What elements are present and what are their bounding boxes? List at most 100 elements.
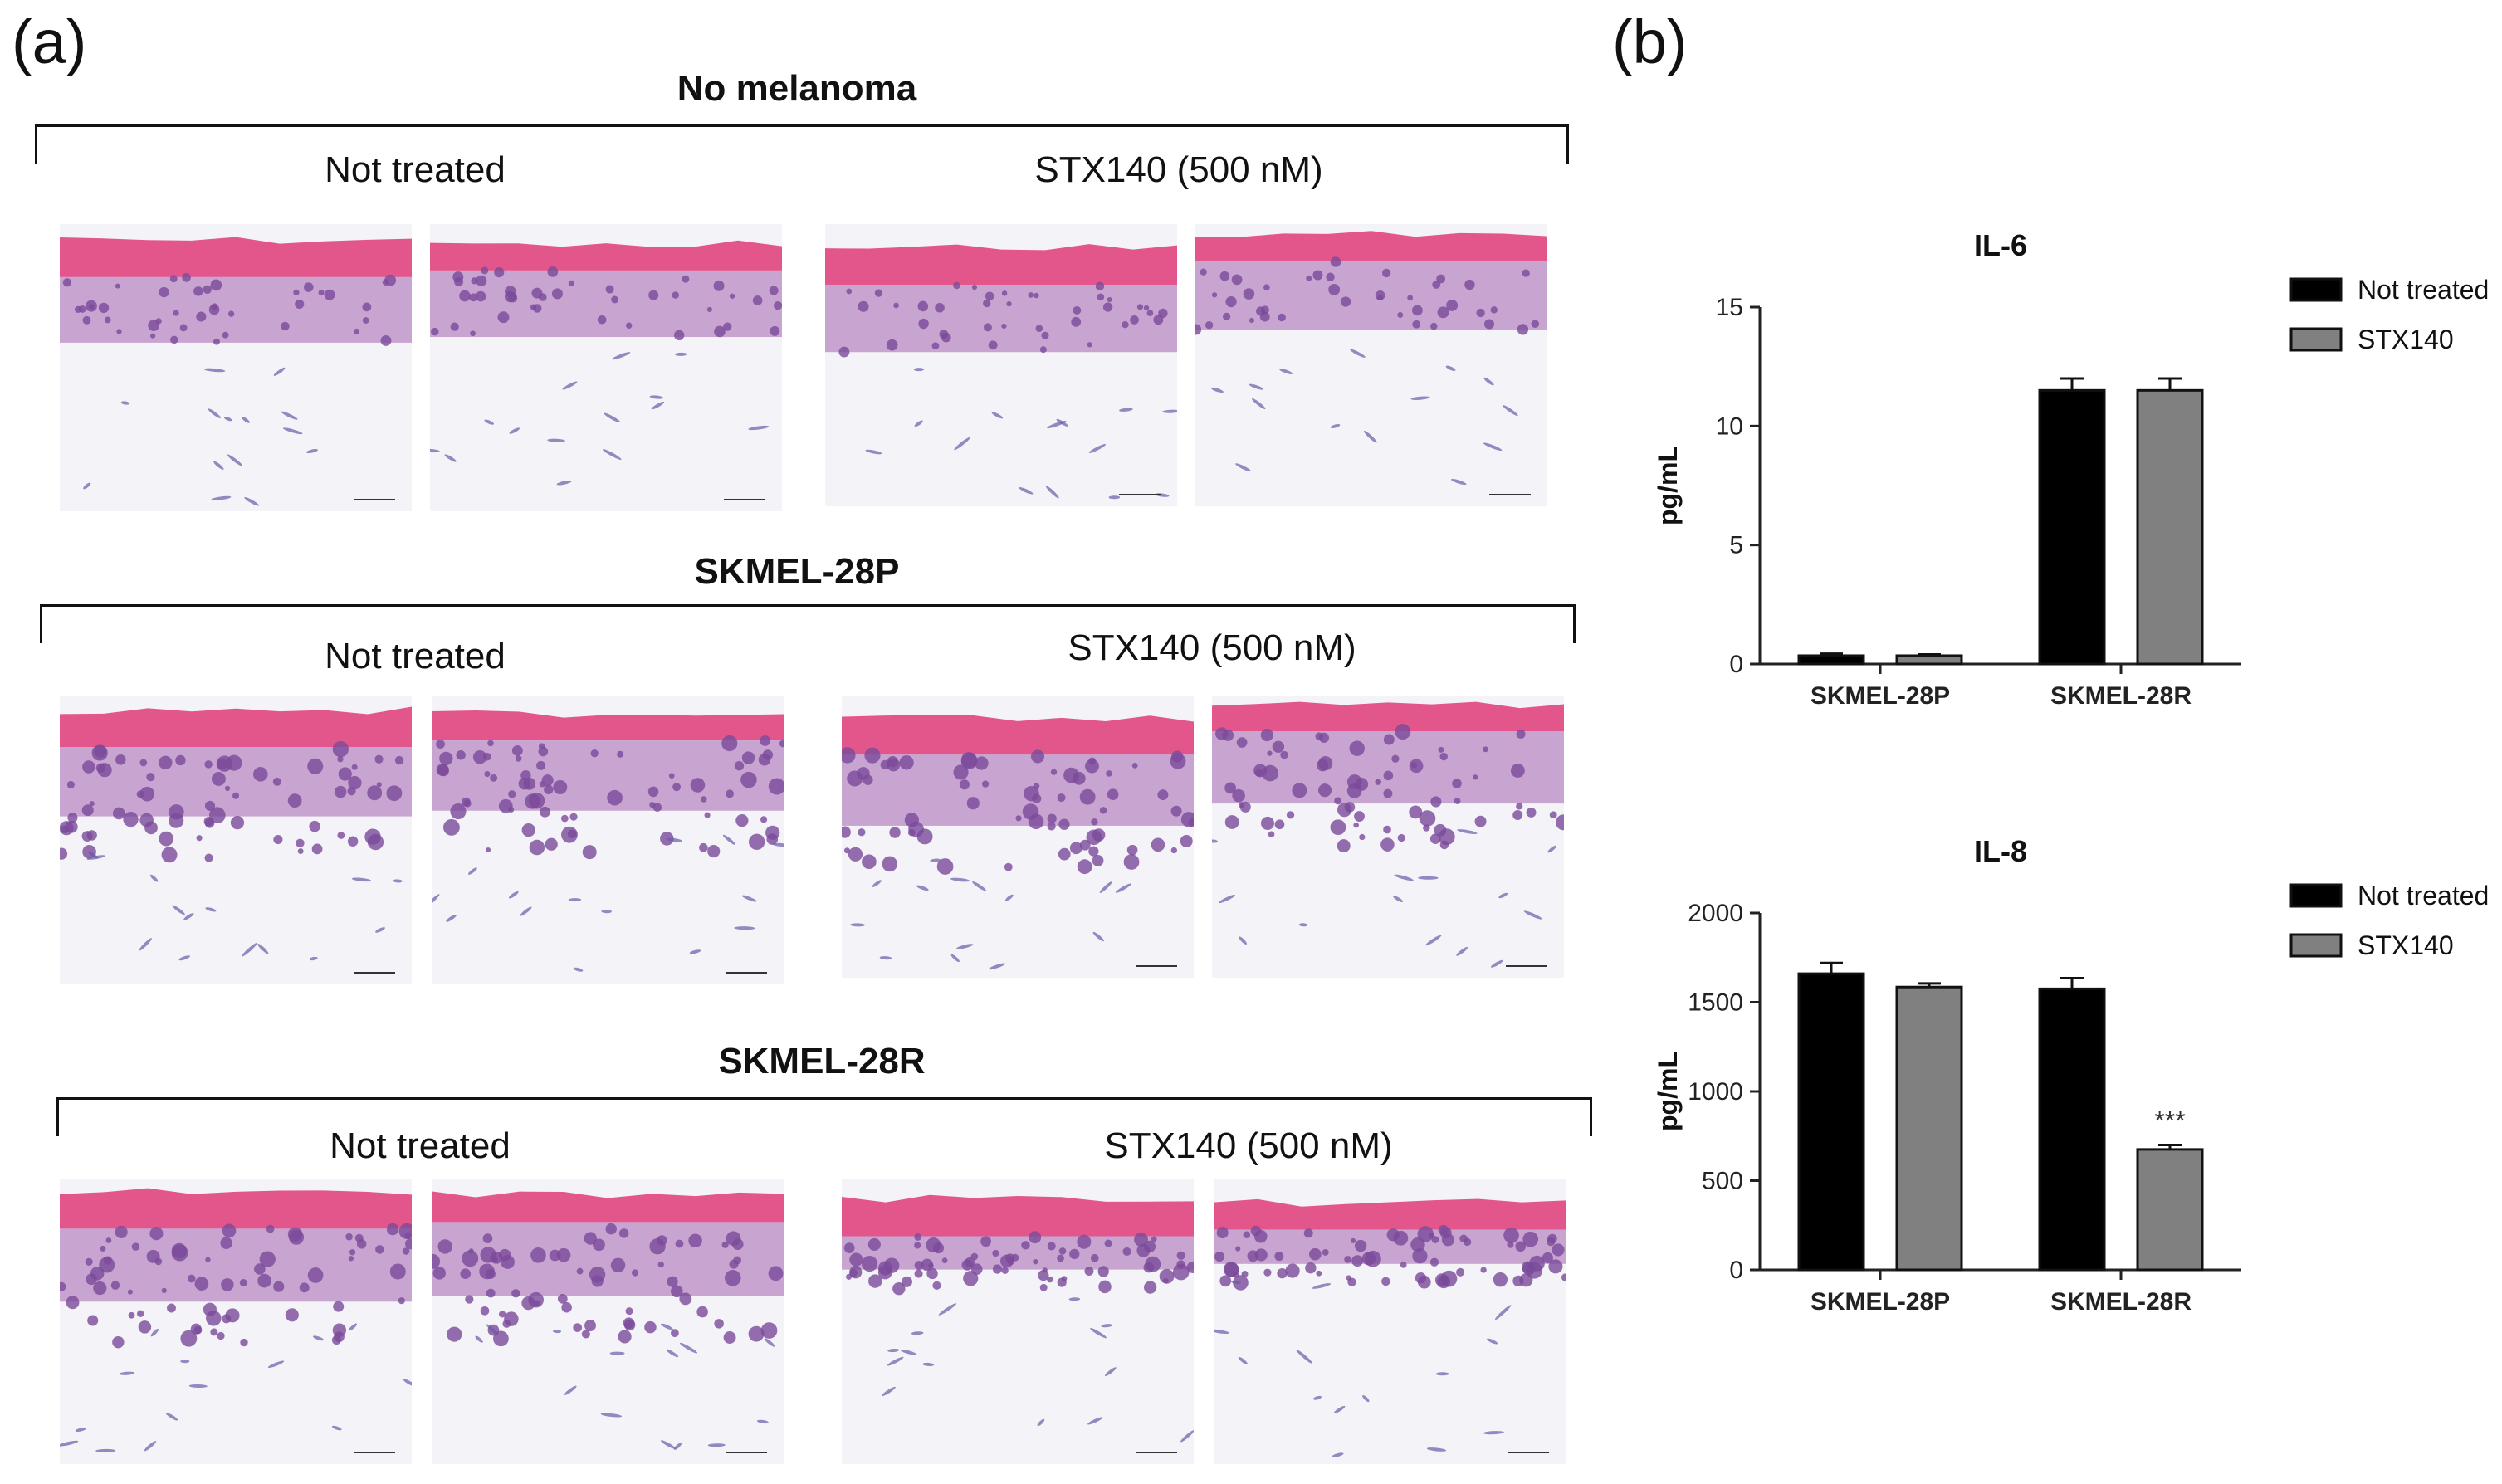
cell-nucleus xyxy=(1219,1275,1232,1287)
cell-nucleus xyxy=(1334,797,1342,805)
cell-nucleus xyxy=(970,1252,979,1261)
cell-nucleus xyxy=(538,743,545,750)
cell-nucleus xyxy=(932,1242,945,1254)
cell-nucleus xyxy=(914,1242,921,1249)
cell-nucleus xyxy=(914,1233,922,1241)
cell-nucleus xyxy=(211,772,226,786)
cell-nucleus xyxy=(768,1266,784,1281)
cell-nucleus xyxy=(159,831,174,847)
cell-nucleus xyxy=(625,1307,633,1316)
cell-nucleus xyxy=(1050,769,1058,775)
cell-nucleus xyxy=(1515,1241,1527,1252)
cell-nucleus xyxy=(1057,1277,1067,1287)
fibroblast xyxy=(679,1342,698,1354)
cell-nucleus xyxy=(98,302,110,314)
cell-nucleus xyxy=(971,1263,983,1275)
fibroblast xyxy=(1090,1328,1107,1339)
cell-nucleus xyxy=(1253,1229,1268,1243)
fibroblast xyxy=(609,1351,625,1355)
fibroblast xyxy=(950,954,960,963)
fibroblast xyxy=(1393,896,1404,902)
cell-nucleus xyxy=(1555,814,1564,831)
condition-label-stx140: STX140 (500 nM) xyxy=(1068,627,1356,668)
cell-nucleus xyxy=(1077,859,1092,875)
cell-nucleus xyxy=(1001,290,1008,296)
fibroblast xyxy=(1363,430,1377,443)
cell-nucleus xyxy=(547,266,559,277)
x-tick-label: SKMEL-28P xyxy=(1811,682,1950,710)
cell-nucleus xyxy=(556,1247,571,1262)
cell-nucleus xyxy=(928,1262,934,1269)
cell-nucleus xyxy=(1034,292,1039,299)
cell-nucleus xyxy=(182,273,191,282)
cell-nucleus xyxy=(253,767,268,782)
cell-nucleus xyxy=(169,275,178,283)
cell-nucleus xyxy=(845,1273,853,1280)
cell-nucleus xyxy=(1381,268,1391,278)
condition-label-not-treated: Not treated xyxy=(325,636,506,676)
legend-label: STX140 xyxy=(2358,325,2454,354)
fibroblast xyxy=(882,1386,896,1396)
cell-nucleus xyxy=(1531,320,1540,329)
fibroblast xyxy=(242,942,258,957)
cell-nucleus xyxy=(528,793,545,809)
fibroblast xyxy=(914,420,923,427)
y-axis-label: pg/mL xyxy=(1653,446,1683,525)
cell-nucleus xyxy=(521,823,535,837)
cell-nucleus xyxy=(682,275,690,283)
group-title-skmel-28p: SKMEL-28P xyxy=(694,551,900,592)
cell-nucleus xyxy=(85,300,97,312)
cell-nucleus xyxy=(867,1237,881,1251)
cell-nucleus xyxy=(1058,1247,1067,1255)
fibroblast xyxy=(1483,377,1494,386)
fibroblast xyxy=(223,416,232,422)
cell-nucleus xyxy=(1542,1252,1553,1264)
fibroblast xyxy=(1162,409,1177,413)
fibroblast xyxy=(1298,923,1308,927)
micrograph-texture xyxy=(60,224,412,511)
cell-nucleus xyxy=(288,1229,305,1245)
cell-nucleus xyxy=(490,774,498,782)
micrograph-texture xyxy=(1212,696,1564,978)
bar xyxy=(1797,972,1865,1272)
cell-nucleus xyxy=(740,771,757,788)
fibroblast xyxy=(178,955,190,961)
fibroblast xyxy=(165,1413,178,1421)
cell-nucleus xyxy=(159,755,173,770)
cell-nucleus xyxy=(1274,1252,1284,1262)
chart-il6: IL-6 0 5 10 15 pg/mL SKMEL-28P SKMEL-28R Not tre… xyxy=(1644,216,2502,730)
cell-nucleus xyxy=(1285,1263,1300,1278)
bracket-skmel-28p xyxy=(40,604,1576,643)
cell-nucleus xyxy=(953,764,969,780)
cell-nucleus xyxy=(405,1238,412,1250)
cell-nucleus xyxy=(760,1322,778,1339)
cell-nucleus xyxy=(1552,1243,1565,1257)
cell-nucleus xyxy=(607,789,623,806)
fibroblast xyxy=(1426,1447,1447,1452)
cell-nucleus xyxy=(1493,1272,1508,1287)
cell-nucleus xyxy=(963,1271,979,1286)
cell-nucleus xyxy=(1047,1276,1053,1283)
cell-nucleus xyxy=(581,1330,590,1339)
cell-nucleus xyxy=(353,328,360,335)
cell-nucleus xyxy=(557,1293,568,1304)
cell-nucleus xyxy=(362,302,372,312)
cell-nucleus xyxy=(1256,306,1265,316)
cell-nucleus xyxy=(981,780,990,788)
cell-nucleus xyxy=(285,1308,299,1322)
cell-nucleus xyxy=(194,1277,209,1291)
cell-nucleus xyxy=(1417,1226,1434,1242)
cell-nucleus xyxy=(272,777,281,786)
cell-nucleus xyxy=(1354,1239,1367,1252)
cell-nucleus xyxy=(1474,815,1487,827)
cell-nucleus xyxy=(180,1330,198,1347)
cell-nucleus xyxy=(877,1261,893,1276)
cell-nucleus xyxy=(318,290,325,296)
stratum-corneum-band xyxy=(432,710,784,741)
cell-nucleus xyxy=(93,1281,107,1296)
cell-nucleus xyxy=(713,280,725,291)
fibroblast xyxy=(509,427,520,434)
fibroblast xyxy=(991,412,1004,419)
cell-nucleus xyxy=(1446,299,1459,311)
cell-nucleus xyxy=(672,783,681,792)
